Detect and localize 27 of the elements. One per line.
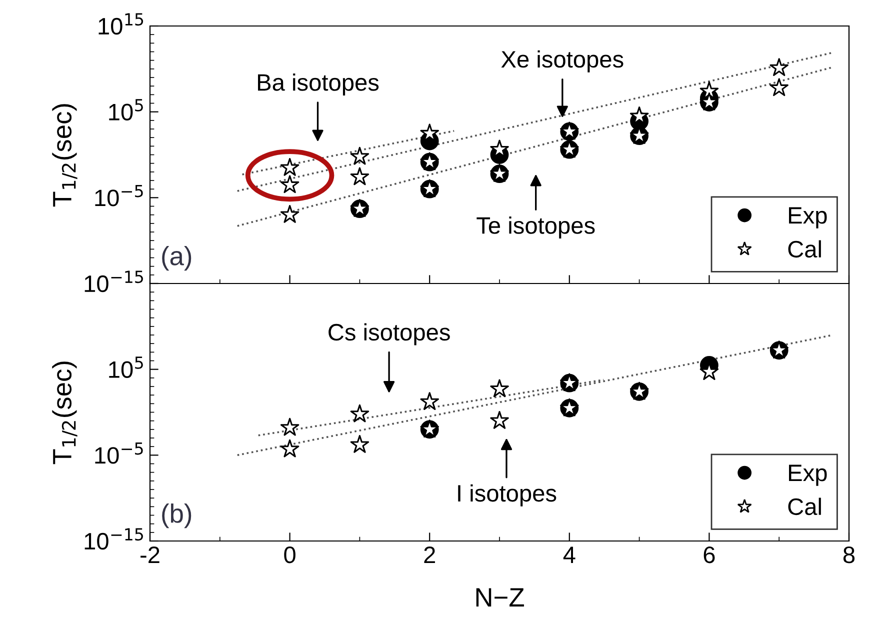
x-tick-label: 8: [843, 546, 855, 564]
annotation: Te isotopes: [476, 216, 595, 239]
annotation: (a): [162, 246, 192, 271]
x-tick-label: 6: [704, 546, 715, 564]
x-tick-label: -2: [140, 546, 160, 563]
annotation: Xe isotopes: [501, 50, 624, 72]
annotation: I isotopes: [458, 484, 556, 506]
x-tick-label: 4: [563, 546, 576, 563]
annotation: Cs isotopes: [328, 323, 450, 346]
x-axis-title: N−Z: [476, 588, 524, 606]
y-axis-title: T$_{1/2}$(sec): [52, 104, 78, 207]
annotation: Ba isotopes: [258, 74, 379, 96]
y-axis-title: T$_{1/2}$(sec): [52, 362, 78, 464]
legend-label: Cal: [788, 498, 821, 516]
y-tick-label: 10$^{5}$: [109, 99, 143, 120]
legend-label: Exp: [789, 464, 827, 486]
y-tick-label: 10$^{−5}$: [95, 442, 143, 464]
y-tick-label: 10$^{15}$: [98, 13, 144, 35]
x-tick-label: 2: [424, 546, 435, 563]
annotation: (b): [162, 504, 192, 528]
y-tick-label: 10$^{−15}$: [84, 528, 143, 550]
legend-label: Exp: [789, 207, 827, 228]
x-tick-label: 0: [284, 546, 296, 564]
y-tick-label: 10$^{−15}$: [84, 270, 143, 292]
legend-label: Cal: [788, 240, 821, 258]
y-tick-label: 10$^{5}$: [109, 356, 143, 378]
y-tick-label: 10$^{−5}$: [95, 184, 143, 206]
